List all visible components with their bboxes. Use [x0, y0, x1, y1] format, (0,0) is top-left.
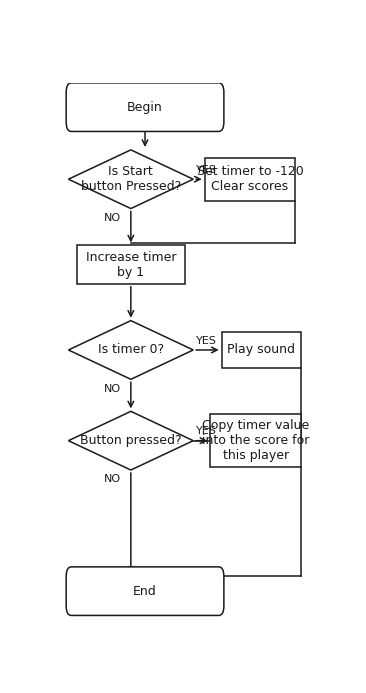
Polygon shape	[68, 150, 193, 209]
Text: Is Start
button Pressed?: Is Start button Pressed?	[81, 165, 181, 193]
Text: NO: NO	[104, 384, 121, 394]
Bar	[222, 332, 301, 368]
Text: Set timer to -120
Clear scores: Set timer to -120 Clear scores	[197, 165, 303, 193]
Polygon shape	[68, 412, 193, 470]
FancyBboxPatch shape	[66, 83, 224, 132]
Text: YES: YES	[196, 335, 217, 346]
Text: NO: NO	[104, 213, 121, 223]
Bar	[77, 245, 185, 284]
Bar	[210, 414, 301, 467]
Polygon shape	[68, 321, 193, 379]
Text: Button pressed?: Button pressed?	[80, 435, 182, 447]
Bar	[205, 158, 295, 200]
Text: Play sound: Play sound	[227, 344, 295, 356]
FancyBboxPatch shape	[66, 567, 224, 615]
Text: Begin: Begin	[127, 100, 163, 114]
Text: NO: NO	[104, 474, 121, 484]
Text: YES: YES	[196, 426, 217, 437]
Text: YES: YES	[196, 165, 217, 175]
Text: Copy timer value
into the score for
this player: Copy timer value into the score for this…	[202, 419, 309, 462]
Text: Is timer 0?: Is timer 0?	[98, 344, 164, 356]
Text: Increase timer
by 1: Increase timer by 1	[86, 251, 176, 279]
Text: End: End	[133, 585, 157, 597]
